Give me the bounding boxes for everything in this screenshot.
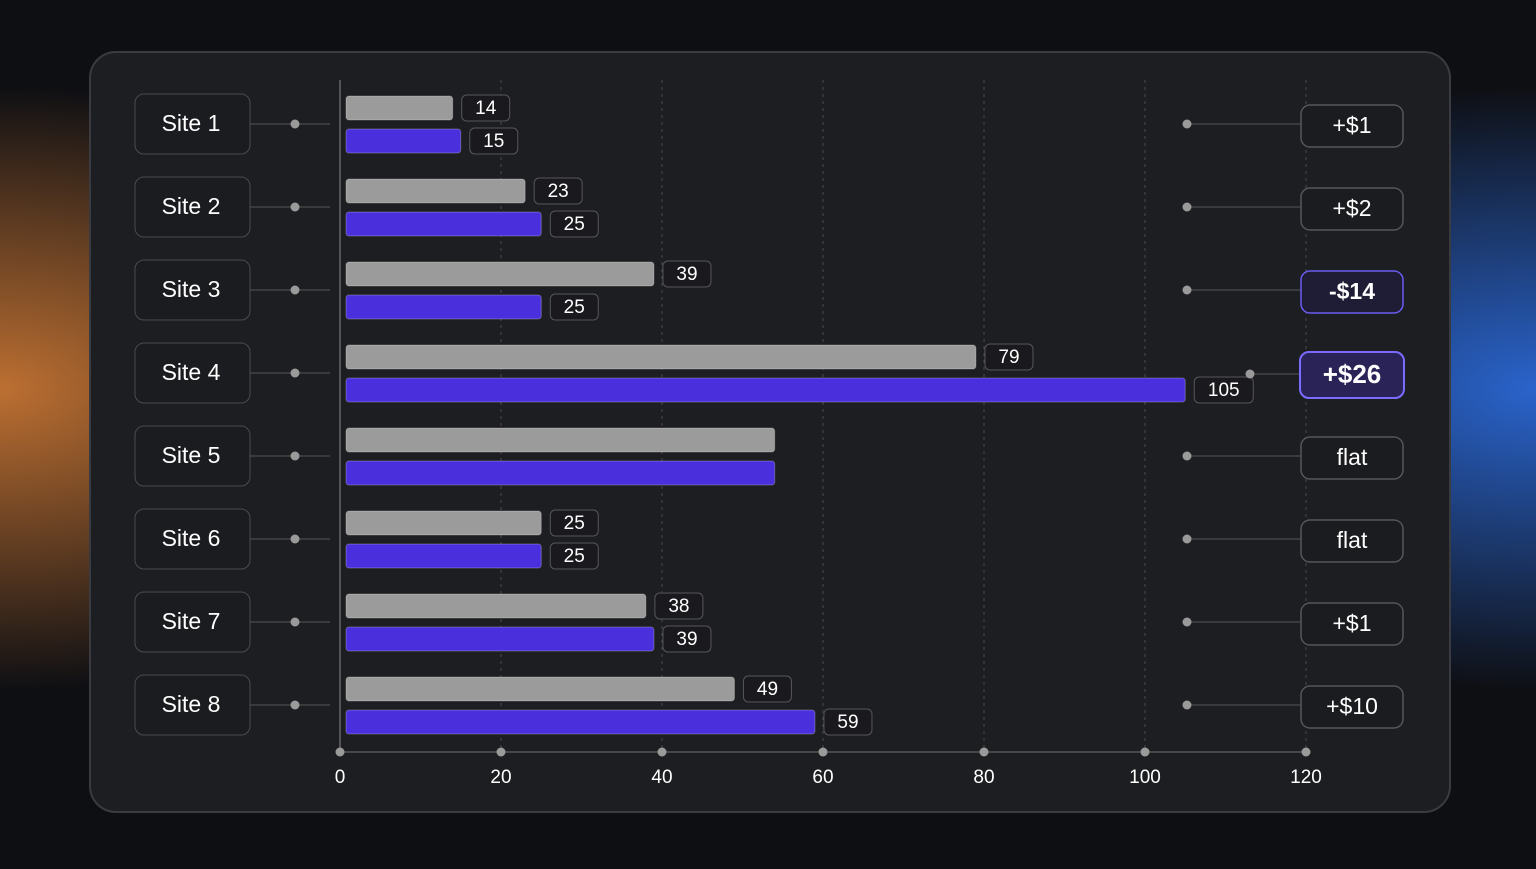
- x-tick-label: 60: [812, 767, 833, 788]
- connector-dot: [1182, 617, 1192, 627]
- value-label-box: [469, 127, 519, 155]
- tick-mark: [496, 747, 506, 757]
- tick-mark: [979, 747, 989, 757]
- bar: [345, 128, 462, 154]
- value-label: 49: [757, 679, 778, 700]
- bar: [345, 593, 647, 619]
- change-box: [1299, 351, 1405, 399]
- connector-dot: [1182, 700, 1192, 710]
- tick-mark: [335, 747, 345, 757]
- bar: [345, 211, 542, 237]
- connector-dot: [290, 451, 300, 461]
- bar: [345, 676, 735, 702]
- connector-dot: [1182, 285, 1192, 295]
- connector-dot: [290, 202, 300, 212]
- connector-dot: [1182, 451, 1192, 461]
- value-label-box: [549, 210, 599, 238]
- connector-dot: [290, 534, 300, 544]
- change-box: [1300, 519, 1404, 563]
- change-label: -$14: [1329, 278, 1375, 304]
- value-label-box: [1193, 376, 1254, 404]
- x-tick-label: 120: [1290, 767, 1322, 788]
- value-label: 25: [564, 214, 585, 235]
- bar: [345, 510, 542, 536]
- value-label-box: [461, 94, 511, 122]
- connector-dot: [290, 285, 300, 295]
- change-label: +$2: [1332, 195, 1371, 221]
- bar: [345, 427, 776, 453]
- value-label: 25: [564, 546, 585, 567]
- y-tick-label: Site 3: [162, 276, 221, 302]
- tick-mark: [1301, 747, 1311, 757]
- change-box: [1300, 685, 1404, 729]
- change-label: +$1: [1332, 112, 1371, 138]
- value-label: 39: [676, 264, 697, 285]
- bar: [345, 377, 1186, 403]
- change-label: +$10: [1326, 693, 1378, 719]
- x-tick-label: 100: [1129, 767, 1161, 788]
- value-label: 25: [564, 297, 585, 318]
- value-label-box: [533, 177, 583, 205]
- value-label: 25: [564, 513, 585, 534]
- connector-dot: [1182, 202, 1192, 212]
- x-tick-label: 20: [490, 767, 511, 788]
- change-box: [1300, 270, 1404, 314]
- change-box: [1300, 436, 1404, 480]
- connector-dot: [1182, 534, 1192, 544]
- x-tick-label: 0: [335, 767, 346, 788]
- value-label: 79: [998, 347, 1019, 368]
- value-label: 59: [837, 712, 858, 733]
- value-label-box: [662, 260, 712, 288]
- value-label: 105: [1208, 380, 1240, 401]
- value-label-box: [742, 675, 792, 703]
- connector-dot: [290, 368, 300, 378]
- x-tick-label: 80: [973, 767, 994, 788]
- bar: [345, 294, 542, 320]
- change-label: flat: [1337, 527, 1368, 553]
- value-label-box: [549, 293, 599, 321]
- change-box: [1300, 187, 1404, 231]
- value-label-box: [984, 343, 1034, 371]
- value-label-box: [549, 509, 599, 537]
- connector-dot: [1245, 369, 1255, 379]
- bar: [345, 543, 542, 569]
- value-label-box: [662, 625, 712, 653]
- change-box: [1300, 602, 1404, 646]
- bar: [345, 344, 977, 370]
- tick-mark: [818, 747, 828, 757]
- bar: [345, 95, 454, 121]
- connector-dot: [290, 119, 300, 129]
- bar: [345, 709, 816, 735]
- bar: [345, 460, 776, 486]
- connector-dot: [290, 617, 300, 627]
- connector-dot: [290, 700, 300, 710]
- bar: [345, 626, 655, 652]
- value-label: 15: [483, 131, 504, 152]
- x-tick-label: 40: [651, 767, 672, 788]
- value-label: 14: [475, 98, 497, 119]
- value-label-box: [549, 542, 599, 570]
- value-label-box: [823, 708, 873, 736]
- y-tick-label: Site 2: [162, 193, 221, 219]
- connector-dot: [1182, 119, 1192, 129]
- value-label: 38: [668, 596, 689, 617]
- y-tick-label: Site 6: [162, 525, 221, 551]
- y-tick-label: Site 5: [162, 442, 221, 468]
- value-label: 39: [676, 629, 697, 650]
- change-label: +$1: [1332, 610, 1371, 636]
- tick-mark: [1140, 747, 1150, 757]
- change-box: [1300, 104, 1404, 148]
- tick-mark: [657, 747, 667, 757]
- value-label-box: [654, 592, 704, 620]
- value-label: 23: [548, 181, 569, 202]
- y-tick-label: Site 7: [162, 608, 221, 634]
- bar: [345, 261, 655, 287]
- y-tick-label: Site 8: [162, 691, 221, 717]
- change-label: flat: [1337, 444, 1368, 470]
- y-tick-label: Site 4: [162, 359, 221, 385]
- y-tick-label: Site 1: [162, 110, 221, 136]
- bar: [345, 178, 526, 204]
- change-label: +$26: [1323, 359, 1382, 389]
